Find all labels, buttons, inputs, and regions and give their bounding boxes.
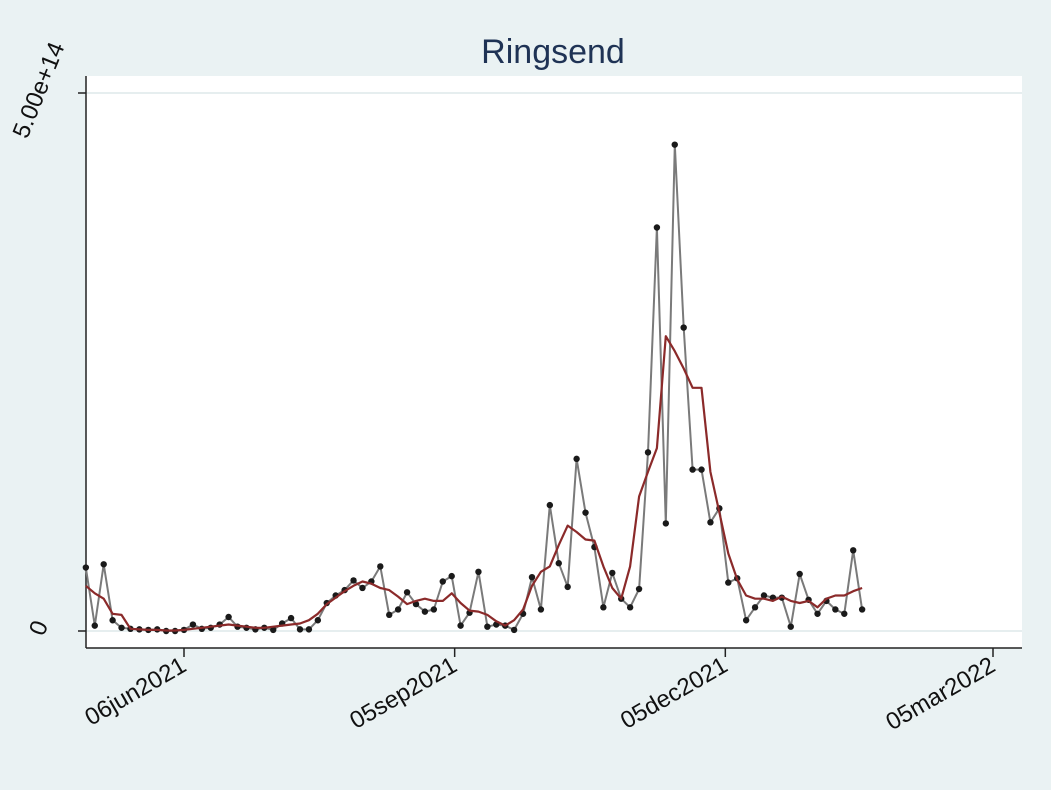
data-point-marker bbox=[680, 324, 687, 331]
data-point-marker bbox=[403, 589, 411, 596]
data-point-marker bbox=[841, 610, 848, 617]
y-tick-label: 5.00e+14 bbox=[8, 38, 71, 142]
data-point-marker bbox=[662, 520, 670, 527]
y-tick-label: 0 bbox=[24, 617, 54, 640]
data-point-marker bbox=[350, 577, 357, 584]
data-point-marker bbox=[296, 626, 304, 633]
data-point-marker bbox=[832, 606, 839, 613]
data-point-marker bbox=[698, 466, 705, 473]
data-point-marker bbox=[653, 224, 661, 231]
data-point-marker bbox=[225, 613, 232, 621]
data-point-marker bbox=[546, 501, 554, 509]
data-point-marker bbox=[484, 623, 491, 630]
data-point-marker bbox=[287, 614, 295, 622]
data-point-marker bbox=[573, 455, 580, 463]
data-point-marker bbox=[707, 519, 714, 526]
data-point-marker bbox=[359, 584, 366, 592]
x-tick-label: 06jun2021 bbox=[80, 652, 191, 731]
data-point-marker bbox=[796, 570, 803, 578]
data-point-marker bbox=[189, 621, 197, 628]
data-point-marker bbox=[510, 626, 518, 634]
data-point-marker bbox=[421, 608, 429, 615]
data-point-marker bbox=[814, 610, 821, 617]
data-point-marker bbox=[850, 547, 857, 554]
data-point-marker bbox=[109, 617, 116, 624]
data-point-marker bbox=[644, 449, 652, 456]
data-point-marker bbox=[82, 564, 90, 571]
plot-area bbox=[86, 76, 1022, 648]
data-point-marker bbox=[430, 606, 438, 613]
data-point-marker bbox=[100, 561, 107, 568]
data-point-marker bbox=[582, 509, 589, 516]
data-point-marker bbox=[626, 604, 634, 611]
data-point-marker bbox=[760, 592, 768, 599]
data-point-marker bbox=[564, 583, 571, 591]
grid-lines bbox=[86, 92, 1022, 632]
data-point-marker bbox=[689, 466, 696, 473]
series-layer bbox=[82, 141, 866, 635]
data-point-marker bbox=[600, 604, 607, 611]
data-point-marker bbox=[725, 579, 732, 586]
data-point-marker bbox=[457, 622, 464, 629]
data-point-marker bbox=[742, 617, 750, 624]
x-tick-label: 05sep2021 bbox=[345, 652, 461, 735]
data-point-marker bbox=[858, 606, 866, 613]
data-point-marker bbox=[305, 626, 313, 633]
data-point-marker bbox=[386, 611, 393, 619]
x-tick-label: 05dec2021 bbox=[616, 652, 732, 735]
data-point-marker bbox=[671, 141, 678, 148]
data-point-marker bbox=[787, 623, 794, 630]
data-point-marker bbox=[118, 624, 125, 631]
chart-title: Ringsend bbox=[481, 33, 625, 71]
x-tick-label: 05mar2022 bbox=[881, 652, 1000, 736]
data-point-marker bbox=[609, 569, 616, 577]
data-point-marker bbox=[528, 574, 536, 581]
data-point-marker bbox=[555, 560, 562, 567]
data-point-marker bbox=[439, 578, 446, 585]
data-point-marker bbox=[91, 622, 98, 629]
data-point-marker bbox=[377, 563, 384, 570]
data-point-marker bbox=[394, 606, 402, 613]
data-point-marker bbox=[635, 585, 643, 593]
smoothed-series-line bbox=[85, 335, 863, 632]
data-point-marker bbox=[537, 606, 545, 613]
data-point-marker bbox=[448, 572, 455, 580]
data-point-marker bbox=[751, 604, 759, 611]
data-point-marker bbox=[475, 568, 482, 576]
data-point-marker bbox=[270, 626, 277, 634]
data-point-marker bbox=[314, 617, 322, 624]
axes bbox=[78, 76, 1022, 657]
